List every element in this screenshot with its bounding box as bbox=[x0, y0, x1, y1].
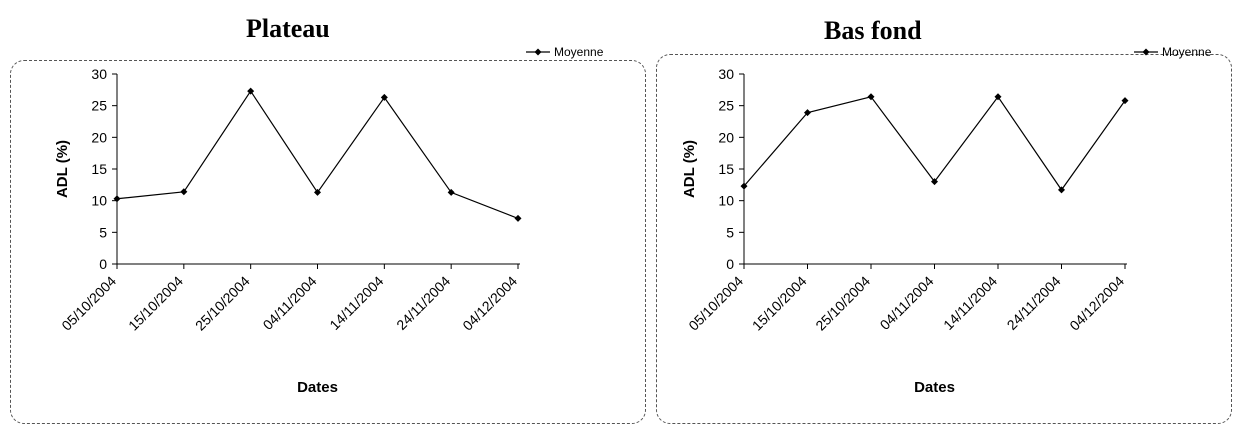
y-axis-title: ADL (%) bbox=[54, 140, 71, 198]
data-point bbox=[380, 93, 388, 101]
bas-fond-chart-title: Bas fond bbox=[824, 16, 922, 45]
data-point bbox=[447, 188, 455, 196]
data-point bbox=[994, 93, 1002, 101]
y-tick-label: 10 bbox=[91, 193, 107, 209]
x-tick-label: 15/10/2004 bbox=[749, 273, 810, 334]
data-point bbox=[247, 87, 255, 95]
plateau-chart-title: Plateau bbox=[246, 14, 330, 43]
data-point bbox=[314, 188, 321, 196]
x-axis-title: Dates bbox=[297, 379, 338, 396]
x-tick-label: 04/12/2004 bbox=[1066, 273, 1127, 334]
data-point bbox=[514, 214, 522, 222]
legend-marker bbox=[534, 48, 542, 56]
y-tick-label: 0 bbox=[99, 256, 107, 272]
y-tick-label: 0 bbox=[726, 256, 734, 272]
data-point bbox=[113, 195, 121, 203]
y-tick-label: 10 bbox=[718, 193, 734, 209]
y-tick-label: 15 bbox=[91, 161, 107, 177]
data-point bbox=[804, 109, 811, 117]
data-point bbox=[1058, 186, 1065, 194]
x-tick-label: 05/10/2004 bbox=[685, 273, 746, 334]
y-tick-label: 15 bbox=[718, 161, 734, 177]
legend-label-moyenne: Moyenne bbox=[1162, 45, 1212, 59]
data-point bbox=[931, 178, 938, 186]
y-tick-label: 30 bbox=[91, 66, 107, 82]
y-tick-label: 20 bbox=[718, 129, 734, 145]
y-axis-title: ADL (%) bbox=[681, 140, 698, 198]
x-axis-title: Dates bbox=[914, 379, 955, 396]
y-tick-label: 5 bbox=[726, 224, 734, 240]
x-tick-label: 14/11/2004 bbox=[940, 273, 1000, 333]
series-line-moyenne bbox=[743, 95, 1126, 191]
y-tick-label: 20 bbox=[91, 129, 107, 145]
y-tick-label: 25 bbox=[718, 98, 734, 114]
data-point bbox=[180, 188, 188, 196]
y-tick-label: 5 bbox=[99, 224, 107, 240]
y-tick-label: 25 bbox=[91, 98, 107, 114]
x-tick-label: 25/10/2004 bbox=[812, 273, 873, 334]
y-tick-label: 30 bbox=[718, 66, 734, 82]
data-point bbox=[740, 182, 748, 190]
x-tick-label: 24/11/2004 bbox=[1003, 273, 1063, 333]
legend-label-moyenne: Moyenne bbox=[554, 45, 604, 59]
data-point bbox=[1121, 97, 1129, 105]
data-point bbox=[867, 93, 875, 101]
legend-marker bbox=[1142, 48, 1150, 56]
x-tick-label: 04/11/2004 bbox=[876, 273, 936, 333]
